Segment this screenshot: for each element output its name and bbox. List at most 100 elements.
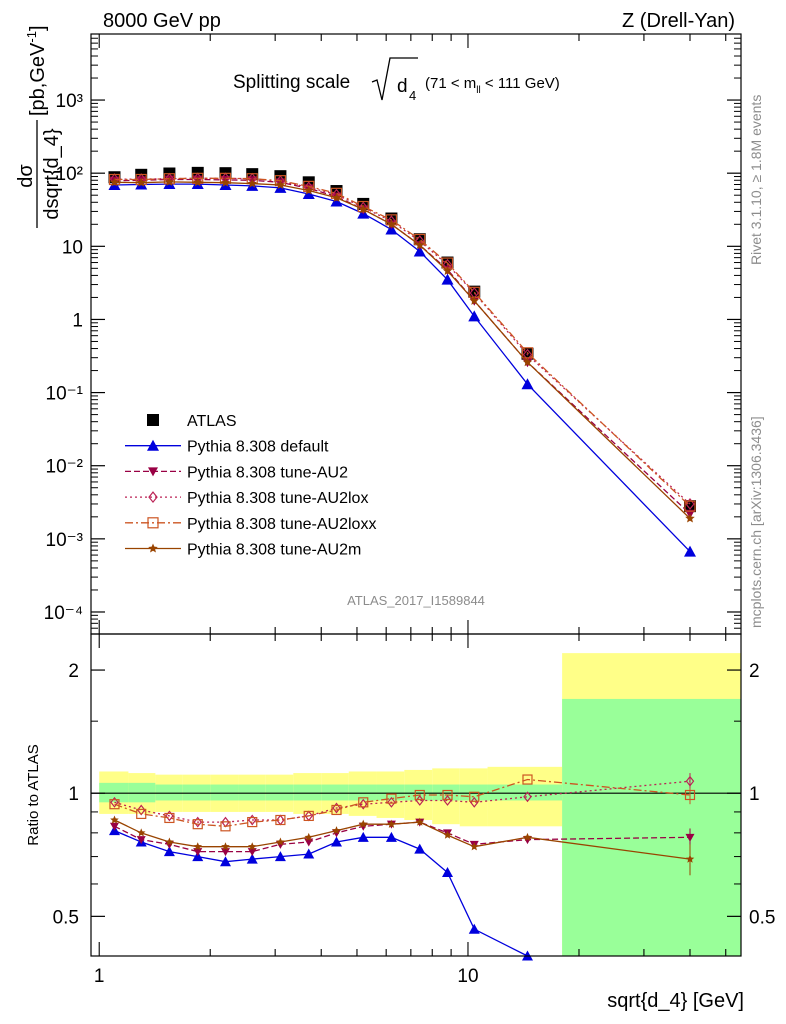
ratio-data-point xyxy=(274,851,286,862)
ratio-series-line xyxy=(114,819,691,860)
ratio-stat-band xyxy=(376,784,405,801)
x-axis-label: sqrt{d_4} [GeV] xyxy=(607,990,744,1012)
legend-label: Pythia 8.308 tune-AU2loxx xyxy=(187,516,376,533)
sqrt-symbol xyxy=(371,57,418,101)
y-label-numerator: dσ xyxy=(15,164,37,188)
main-y-tick-label: 10³ xyxy=(56,91,83,112)
ratio-stat-band xyxy=(99,782,129,803)
main-data-point xyxy=(358,204,369,214)
ratio-stat-band xyxy=(293,784,322,801)
main-series-line xyxy=(114,177,691,507)
main-series-pythia-8-308-tune-au2lox xyxy=(109,172,695,510)
ratio-data-point xyxy=(219,856,231,867)
main-data-point xyxy=(109,177,120,187)
main-data-point xyxy=(685,497,695,510)
main-data-point xyxy=(684,500,696,512)
ratio-data-point xyxy=(220,821,231,832)
ratio-data-point xyxy=(136,836,146,845)
ratio-data-point xyxy=(304,832,314,841)
ratio-data-point xyxy=(110,815,119,824)
main-data-point xyxy=(413,245,426,257)
x-tick-label: 10 xyxy=(457,966,478,987)
ratio-data-point xyxy=(193,842,203,851)
x-tick-label: 1 xyxy=(94,966,105,987)
legend-marker xyxy=(147,517,159,529)
main-series-pythia-8-308-default xyxy=(108,178,696,557)
legend-entry-pythia-8-308-tune-au2: Pythia 8.308 tune-AU2 xyxy=(125,464,348,481)
main-data-point xyxy=(274,181,287,193)
ratio-data-point xyxy=(136,828,146,837)
ratio-data-point xyxy=(247,814,257,826)
header-left-label: 8000 GeV pp xyxy=(103,10,221,32)
main-series-pythia-8-308-tune-au2loxx xyxy=(108,172,696,512)
ratio-data-point xyxy=(246,853,258,864)
main-data-point xyxy=(469,295,480,305)
legend-marker xyxy=(148,491,158,504)
legend: ATLAS Pythia 8.308 default Pythia 8.308 tu… xyxy=(125,413,376,559)
ratio-data-point xyxy=(523,832,532,841)
ratio-y-tick-label-right: 1 xyxy=(749,784,760,805)
main-data-point xyxy=(331,192,342,202)
plot-title-cut-sub: ll xyxy=(476,85,480,96)
main-y-axis-label: dσ dsqrt{d_4} [pb,GeV-1] xyxy=(15,25,63,228)
ratio-series-line xyxy=(114,780,691,823)
ratio-data-point xyxy=(414,789,425,801)
main-series-line xyxy=(114,183,691,553)
ratio-y-tick-label-right: 0.5 xyxy=(749,907,775,928)
ratio-stat-band xyxy=(210,784,239,801)
legend-label: Pythia 8.308 default xyxy=(187,439,329,456)
ratio-data-point xyxy=(247,816,258,828)
ratio-plot-frame xyxy=(90,633,742,957)
ratio-series-pythia-8-308-tune-au2m xyxy=(110,815,695,863)
main-y-tick-label: 10⁻³ xyxy=(46,530,84,551)
ratio-y-tick-label-left: 0.5 xyxy=(53,907,79,928)
main-data-point xyxy=(441,273,454,285)
ratio-stat-band xyxy=(487,784,563,801)
ratio-stat-band xyxy=(562,698,741,956)
legend-marker xyxy=(147,414,159,426)
ratio-stat-band xyxy=(321,784,349,801)
ratio-data-point xyxy=(386,793,397,804)
ratio-data-point xyxy=(165,810,174,822)
ratio-y-tick-label-right: 2 xyxy=(749,661,760,682)
ratio-data-point xyxy=(303,810,314,822)
plot-title-symbol-sub: 4 xyxy=(409,88,416,103)
main-y-tick-label: 10⁻² xyxy=(46,457,84,478)
ratio-data-point xyxy=(414,843,426,854)
ratio-data-point xyxy=(331,804,342,816)
main-y-tick-label: 1 xyxy=(72,310,83,331)
plot-title-cut: (71 < mll < 111 GeV) xyxy=(425,75,560,96)
plot-title-cut-pre: (71 < m xyxy=(425,75,476,92)
legend-marker xyxy=(148,467,158,477)
main-series-atlas xyxy=(108,166,696,513)
main-y-tick-label: 10 xyxy=(62,237,83,258)
main-y-tick-label: 10⁻⁴ xyxy=(44,603,83,624)
rivet-version-label: Rivet 3.1.10, ≥ 1.8M events xyxy=(748,95,764,265)
plot-title-cut-post: < 111 GeV) xyxy=(481,75,560,92)
legend-entry-atlas: ATLAS xyxy=(147,413,237,430)
main-data-point xyxy=(442,265,453,276)
ratio-data-point xyxy=(442,866,454,877)
ratio-data-point xyxy=(109,799,120,810)
ratio-data-point xyxy=(385,831,397,842)
ratio-data-point xyxy=(332,826,341,835)
ratio-series-line xyxy=(114,821,691,853)
legend-entry-pythia-8-308-tune-au2loxx: Pythia 8.308 tune-AU2loxx xyxy=(125,516,376,533)
ratio-data-point xyxy=(276,837,285,846)
plot-title-symbol: d xyxy=(397,76,408,97)
main-data-point xyxy=(192,177,203,187)
ratio-series-group xyxy=(108,773,696,961)
ratio-data-point xyxy=(192,851,204,862)
main-data-point xyxy=(386,219,397,229)
ratio-axis-ticks: 0.5 0.5 1 1 2 2 1 10 xyxy=(53,634,775,987)
main-y-tick-label: 10² xyxy=(56,164,83,185)
ratio-data-point xyxy=(522,774,533,785)
ratio-data-point xyxy=(109,822,119,831)
y-label-unit-sup: -1 xyxy=(24,31,39,43)
legend-entry-pythia-8-308-default: Pythia 8.308 default xyxy=(125,439,329,456)
legend-label: ATLAS xyxy=(187,413,237,430)
ratio-data-point xyxy=(165,837,174,846)
legend-label: Pythia 8.308 tune-AU2lox xyxy=(187,490,368,507)
analysis-watermark: ATLAS_2017_I1589844 xyxy=(347,593,485,608)
ratio-data-point xyxy=(469,842,479,851)
